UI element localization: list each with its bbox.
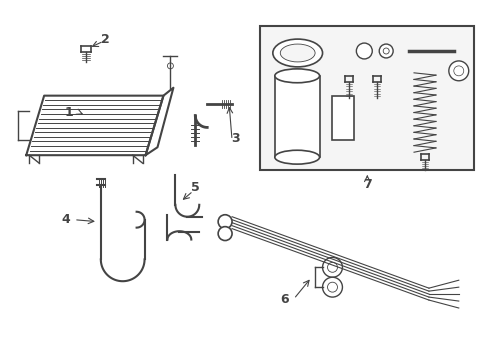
Bar xyxy=(260,26,473,170)
Circle shape xyxy=(327,262,337,272)
Circle shape xyxy=(218,215,232,229)
Ellipse shape xyxy=(272,39,322,67)
Text: 5: 5 xyxy=(190,181,199,194)
Circle shape xyxy=(448,61,468,81)
Ellipse shape xyxy=(274,150,319,164)
Circle shape xyxy=(383,48,388,54)
Bar xyxy=(332,96,354,140)
Text: 2: 2 xyxy=(101,33,110,46)
Circle shape xyxy=(327,282,337,292)
Circle shape xyxy=(322,277,342,297)
Ellipse shape xyxy=(280,44,314,62)
Text: 4: 4 xyxy=(61,213,70,226)
Text: 7: 7 xyxy=(362,179,371,192)
Circle shape xyxy=(322,257,342,277)
Ellipse shape xyxy=(274,69,319,83)
Text: 1: 1 xyxy=(64,106,73,119)
Text: 3: 3 xyxy=(230,132,239,145)
Circle shape xyxy=(453,66,463,76)
Circle shape xyxy=(356,43,371,59)
Bar xyxy=(274,76,319,157)
Circle shape xyxy=(167,63,173,69)
Circle shape xyxy=(218,227,232,240)
Text: 6: 6 xyxy=(280,293,288,306)
Circle shape xyxy=(379,44,392,58)
